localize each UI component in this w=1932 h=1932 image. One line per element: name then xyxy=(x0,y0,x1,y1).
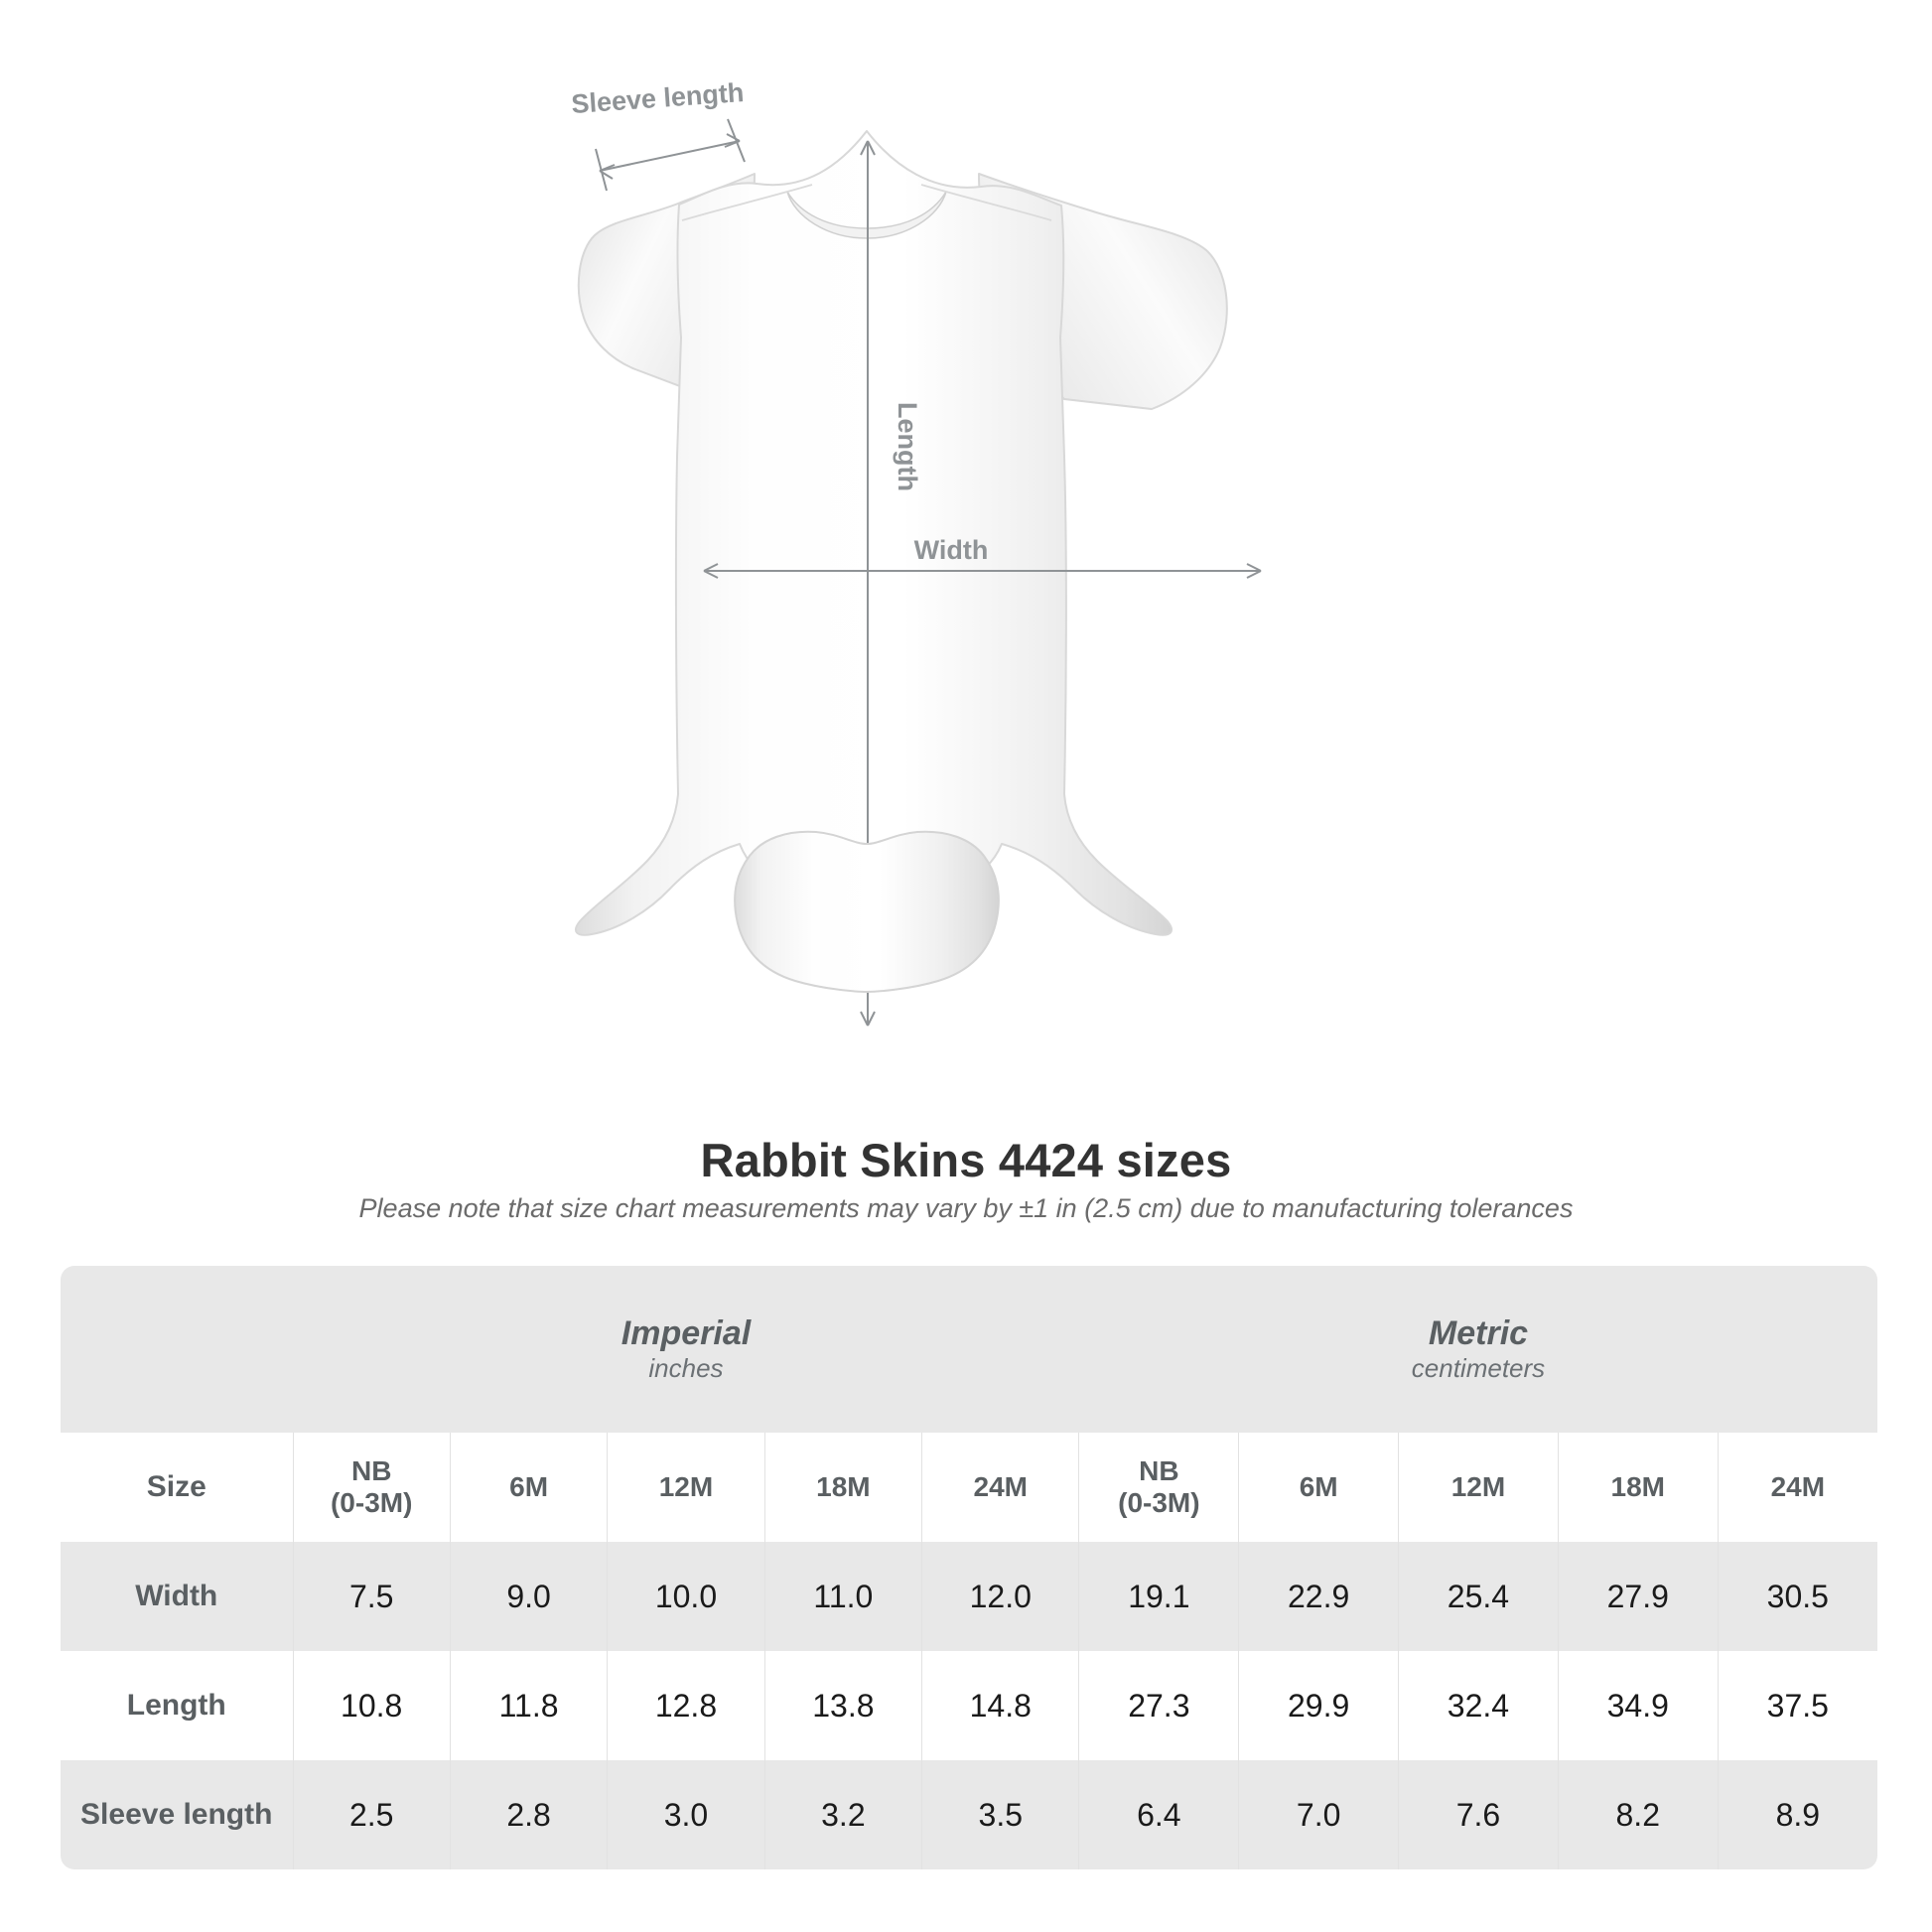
svg-text:Sleeve length: Sleeve length xyxy=(570,77,745,119)
svg-text:Length: Length xyxy=(893,402,922,491)
svg-text:Width: Width xyxy=(914,535,989,565)
